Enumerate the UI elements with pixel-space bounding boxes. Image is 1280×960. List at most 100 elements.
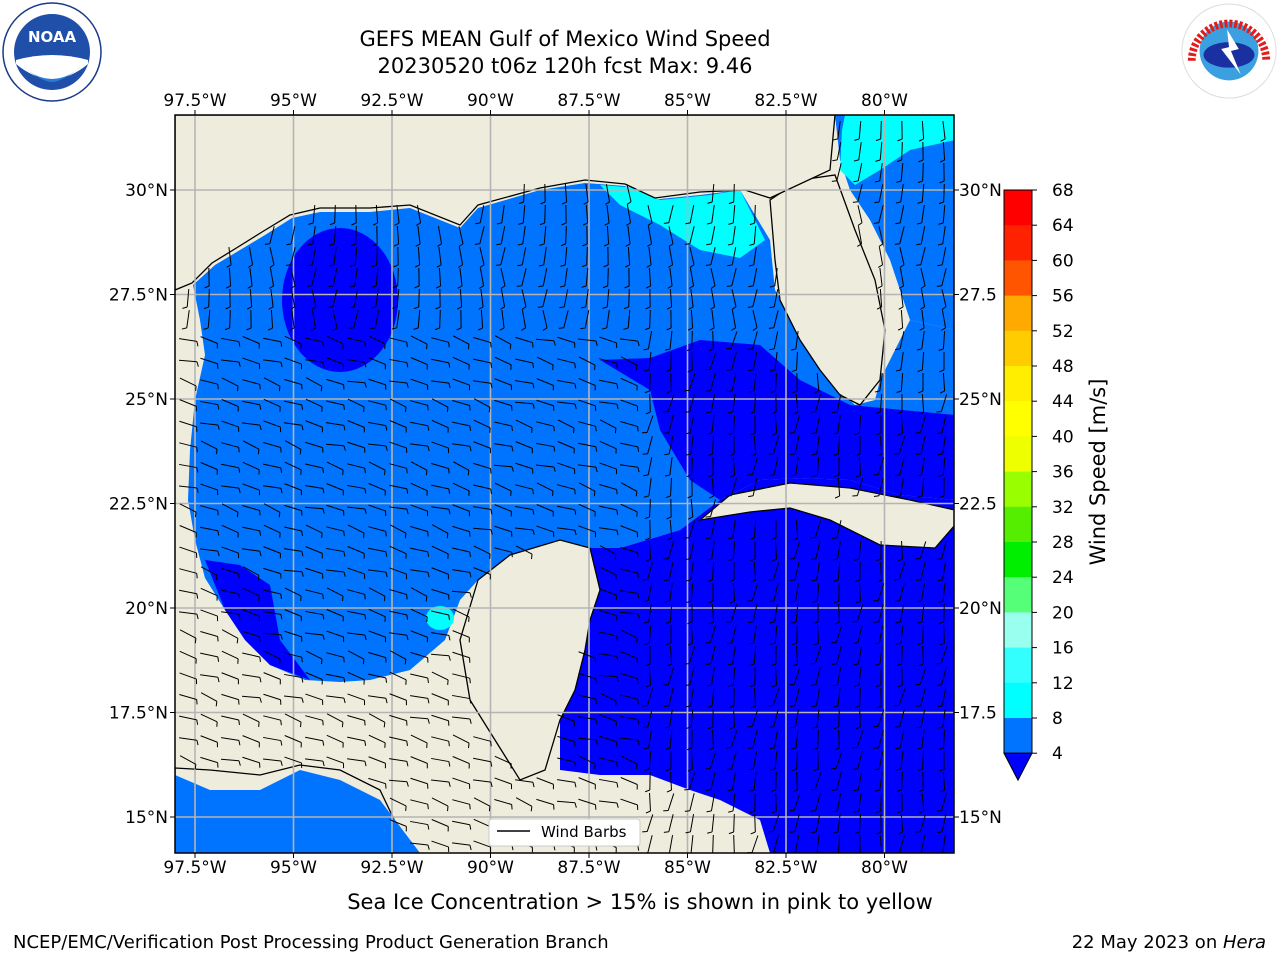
wind-barb-flag xyxy=(385,677,388,683)
wind-barb xyxy=(794,835,800,853)
wind-barb-flag xyxy=(645,306,651,310)
wind-barb-flag xyxy=(616,762,618,768)
wind-barb xyxy=(668,541,674,559)
wind-barb xyxy=(557,757,575,763)
wind-barb xyxy=(452,421,470,427)
wind-barb xyxy=(900,372,904,392)
wind-barb-flag xyxy=(456,327,462,331)
wind-barb-flag xyxy=(457,285,463,289)
wind-barb-flag xyxy=(814,390,820,394)
wind-barb xyxy=(941,268,947,286)
wind-barb xyxy=(598,674,618,678)
wind-barb xyxy=(389,358,407,364)
wind-barb-flag xyxy=(561,201,567,205)
wind-barb xyxy=(599,545,617,555)
wind-barb-flag xyxy=(194,638,197,644)
wind-barb xyxy=(731,247,737,265)
wind-barb xyxy=(710,520,716,538)
wind-barb-flag xyxy=(769,369,776,372)
wind-barb xyxy=(814,520,822,538)
wind-barb-flag xyxy=(915,453,922,455)
wind-barb xyxy=(290,268,296,286)
wind-barb xyxy=(521,247,527,265)
wind-barb xyxy=(290,226,296,244)
wind-barb xyxy=(389,463,407,469)
wind-barb xyxy=(620,568,638,574)
wind-barb-flag xyxy=(853,663,859,666)
wind-barb-flag xyxy=(705,789,711,791)
wind-barb-flag xyxy=(311,306,317,310)
wind-barb-flag xyxy=(750,705,756,709)
wind-barb xyxy=(557,484,575,490)
wind-barb-flag xyxy=(810,810,816,812)
wind-barb xyxy=(646,814,654,832)
wind-barb xyxy=(733,414,735,434)
wind-barb-flag xyxy=(875,138,881,142)
wind-barb-flag xyxy=(874,768,880,771)
wind-barb xyxy=(670,477,672,497)
wind-barb xyxy=(942,709,946,727)
wind-barb-flag xyxy=(217,530,220,536)
wind-barb xyxy=(368,504,386,512)
wind-barb xyxy=(536,798,554,806)
wind-barb xyxy=(473,797,491,807)
wind-barb xyxy=(879,373,883,391)
wind-barb xyxy=(305,589,323,595)
wind-barb xyxy=(752,751,758,769)
wind-barb xyxy=(599,588,617,596)
wind-barb-flag xyxy=(706,537,712,540)
wind-barb xyxy=(479,268,485,286)
wind-barb xyxy=(879,393,883,413)
wind-barb-flag xyxy=(574,403,577,409)
wind-barb xyxy=(879,268,883,286)
wind-barb xyxy=(753,771,757,791)
wind-barb-flag xyxy=(644,768,650,771)
wind-barb-flag xyxy=(267,327,273,331)
wind-barb xyxy=(431,693,449,701)
low-wind-area-east xyxy=(600,340,954,500)
wind-barb-flag xyxy=(938,600,944,603)
wind-barb xyxy=(880,561,882,581)
wind-barb xyxy=(179,399,197,407)
wind-barb-flag xyxy=(936,558,942,560)
wind-barb xyxy=(333,225,337,245)
wind-barb xyxy=(817,750,819,770)
wind-barb xyxy=(627,309,631,329)
wind-barb-flag xyxy=(726,642,733,644)
wind-barb xyxy=(326,378,344,386)
wind-barb-flag xyxy=(477,327,483,331)
wind-barb xyxy=(284,422,302,426)
wind-barb-flag xyxy=(917,495,923,498)
wind-barb xyxy=(389,650,407,660)
wind-barb xyxy=(669,330,673,350)
wind-barb-flag xyxy=(385,698,388,704)
lon-tick-label: 90°W xyxy=(467,91,514,111)
wind-barb xyxy=(375,289,379,307)
wind-barb xyxy=(200,505,218,511)
wind-barb-flag xyxy=(749,789,755,792)
wind-barb-flag xyxy=(490,383,493,389)
wind-barb-flag xyxy=(490,761,493,767)
wind-barb xyxy=(691,351,693,371)
wind-barb xyxy=(599,527,617,531)
wind-barb-flag xyxy=(343,677,346,683)
colorbar-segment xyxy=(1004,577,1032,613)
wind-barb-flag xyxy=(664,726,670,729)
wind-barb-flag xyxy=(574,529,577,536)
wind-barb xyxy=(431,819,449,827)
wind-barb xyxy=(304,632,324,636)
wind-barb xyxy=(836,793,842,811)
wind-barb xyxy=(920,583,926,601)
wind-barb xyxy=(565,225,567,245)
wind-barb xyxy=(921,205,925,223)
wind-barb xyxy=(242,526,260,532)
wind-barb xyxy=(326,734,344,744)
wind-barb-flag xyxy=(311,327,316,331)
wind-barb xyxy=(794,709,800,727)
wind-barb-flag xyxy=(916,747,923,750)
wind-barb xyxy=(228,267,232,287)
wind-barb xyxy=(598,800,618,804)
wind-barb xyxy=(751,583,759,601)
florida-land xyxy=(769,174,886,406)
wind-barb-flag xyxy=(560,264,566,267)
